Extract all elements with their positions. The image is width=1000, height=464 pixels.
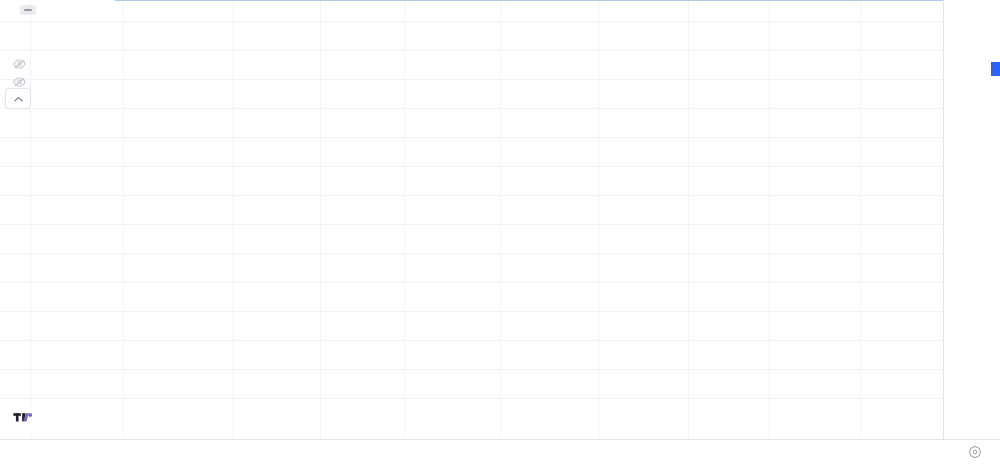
tradingview-logo[interactable] bbox=[8, 404, 38, 434]
ohlc-low bbox=[74, 3, 84, 15]
grid-horizontal bbox=[0, 21, 944, 399]
legend-volume-row[interactable] bbox=[6, 20, 109, 35]
ohlc-high bbox=[59, 3, 69, 15]
price-axis[interactable] bbox=[943, 0, 1000, 440]
eye-crossed-icon[interactable] bbox=[13, 76, 26, 87]
minus-icon[interactable] bbox=[20, 4, 36, 15]
legend-ma10-row[interactable] bbox=[6, 56, 109, 71]
eye-crossed-icon[interactable] bbox=[13, 58, 26, 69]
collapse-pane-button[interactable] bbox=[5, 88, 31, 109]
ohlc-open bbox=[44, 3, 54, 15]
time-axis[interactable] bbox=[0, 439, 1000, 464]
ohlc-values bbox=[44, 4, 109, 16]
chevron-up-icon bbox=[13, 96, 23, 101]
gear-icon bbox=[969, 446, 981, 458]
grid-vertical bbox=[30, 0, 861, 440]
legend-ma21-row[interactable] bbox=[6, 74, 109, 89]
chart-settings-button[interactable] bbox=[968, 445, 982, 459]
current-price-badge[interactable] bbox=[991, 62, 1000, 76]
chart-plot-area[interactable] bbox=[0, 0, 944, 440]
legend-ma5-row[interactable] bbox=[6, 38, 109, 53]
chart-canvas[interactable] bbox=[0, 0, 944, 440]
legend-symbol-row[interactable] bbox=[6, 2, 109, 17]
ohlc-close bbox=[89, 3, 99, 15]
